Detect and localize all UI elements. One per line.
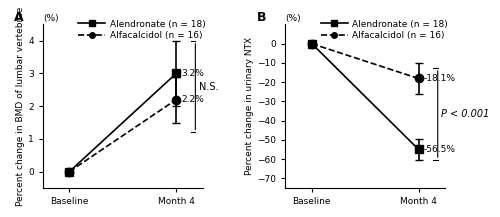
Text: N.S.: N.S. [198,82,218,92]
Text: P < 0.001: P < 0.001 [441,109,490,119]
Text: (%): (%) [285,14,301,23]
Text: B: B [256,12,266,24]
Text: (%): (%) [43,14,59,23]
Legend: Alendronate (n = 18), Alfacalcidol (n = 16): Alendronate (n = 18), Alfacalcidol (n = … [317,16,452,44]
Text: 2.2%: 2.2% [182,95,204,104]
Y-axis label: Percent change in urinary NTX: Percent change in urinary NTX [246,37,254,175]
Y-axis label: Percent change in BMD of lumbar vertebrae: Percent change in BMD of lumbar vertebra… [16,7,26,206]
Text: 3.2%: 3.2% [182,69,204,78]
Text: -56.5%: -56.5% [424,145,456,154]
Legend: Alendronate (n = 18), Alfacalcidol (n = 16): Alendronate (n = 18), Alfacalcidol (n = … [74,16,210,44]
Text: A: A [14,12,24,24]
Text: -18.1%: -18.1% [424,74,456,83]
